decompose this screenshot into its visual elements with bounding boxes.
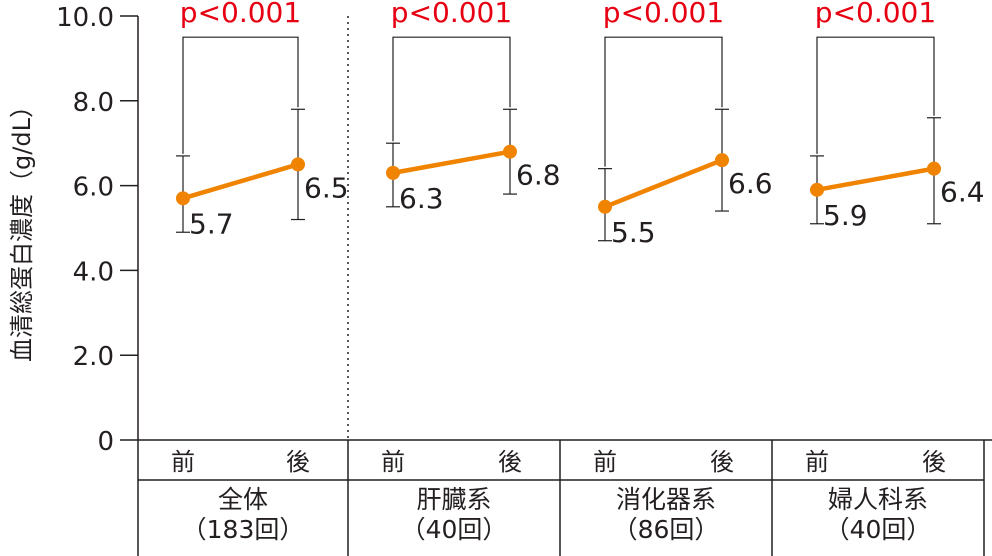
group-name-label: 肝臓系 <box>416 485 491 514</box>
data-point-before <box>598 199 612 214</box>
significance-bracket <box>604 36 723 167</box>
data-label-after: 6.6 <box>728 167 773 200</box>
x-tick-label-before: 前 <box>593 448 617 476</box>
series-line <box>392 149 511 176</box>
group-name-label: 全体 <box>218 485 268 514</box>
data-point-before <box>810 182 824 197</box>
data-label-before: 5.9 <box>823 199 868 232</box>
p-value-label: p<0.001 <box>391 0 512 29</box>
p-value-label: p<0.001 <box>815 0 936 29</box>
data-label-after: 6.8 <box>516 159 561 192</box>
x-tick-label-before: 前 <box>805 448 829 476</box>
group-name-label: 婦人科系 <box>828 485 928 514</box>
y-tick-label: 8.0 <box>73 88 114 118</box>
data-point-after <box>291 157 305 172</box>
series-line <box>816 166 935 193</box>
p-value-label: p<0.001 <box>180 0 301 29</box>
group-count-label: （183回） <box>182 515 305 544</box>
group-count-label: （86回） <box>613 515 720 544</box>
group-count-label: （40回） <box>401 515 508 544</box>
series-line <box>182 162 299 201</box>
y-tick-label: 4.0 <box>73 257 114 287</box>
y-tick-label: 10.0 <box>56 3 114 33</box>
y-tick-label: 6.0 <box>73 173 114 203</box>
significance-bracket <box>182 36 299 154</box>
x-tick-label-after: 後 <box>498 448 522 476</box>
y-axis-label: 血清総蛋白濃度（g/dL） <box>8 94 36 362</box>
x-tick-label-after: 後 <box>922 448 946 476</box>
x-tick-label-before: 前 <box>171 448 195 476</box>
series-line <box>604 158 723 209</box>
data-point-before <box>386 165 400 180</box>
x-tick-label-after: 後 <box>710 448 734 476</box>
significance-bracket <box>816 36 935 154</box>
data-label-after: 6.4 <box>940 176 985 209</box>
data-point-after <box>503 144 517 159</box>
y-tick-label: 0 <box>97 427 114 457</box>
group-count-label: （40回） <box>825 515 932 544</box>
group-name-label: 消化器系 <box>616 485 716 514</box>
significance-bracket <box>392 36 511 142</box>
data-point-after <box>715 153 729 168</box>
data-point-before <box>176 191 190 206</box>
data-label-before: 5.5 <box>611 216 656 249</box>
x-tick-label-after: 後 <box>286 448 310 476</box>
y-tick-label: 2.0 <box>73 342 114 372</box>
p-value-label: p<0.001 <box>603 0 724 29</box>
data-point-after <box>927 161 941 176</box>
data-label-after: 6.5 <box>304 171 349 204</box>
data-label-before: 5.7 <box>189 207 234 240</box>
data-label-before: 6.3 <box>399 182 444 215</box>
x-tick-label-before: 前 <box>381 448 405 476</box>
